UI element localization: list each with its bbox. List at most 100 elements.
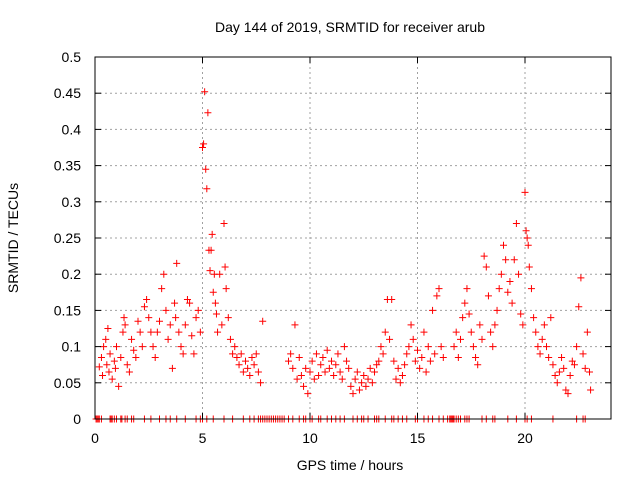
y-tick-label: 0.05	[54, 375, 81, 391]
data-point	[181, 321, 189, 329]
data-point	[188, 332, 196, 340]
data-point	[297, 372, 305, 380]
y-tick-label: 0.2	[62, 266, 82, 282]
data-point	[575, 303, 583, 311]
data-point	[543, 343, 550, 351]
data-point	[515, 270, 523, 278]
data-point	[192, 314, 200, 322]
data-point	[407, 321, 415, 329]
data-point	[379, 350, 387, 358]
data-point	[259, 317, 267, 325]
data-point	[323, 346, 331, 354]
data-point	[487, 328, 495, 336]
data-point	[138, 343, 146, 351]
data-point	[581, 364, 589, 372]
data-point	[175, 328, 183, 336]
data-point	[221, 263, 229, 271]
x-tick-label: 20	[517, 430, 533, 446]
data-point	[295, 353, 303, 361]
data-point	[302, 364, 310, 372]
data-point	[474, 361, 482, 369]
data-point	[431, 350, 439, 358]
x-tick-label: 5	[199, 430, 207, 446]
data-point	[390, 357, 398, 365]
data-point	[491, 321, 499, 329]
data-point	[386, 335, 394, 343]
data-point	[512, 220, 520, 228]
data-point	[257, 379, 265, 387]
data-point	[368, 379, 376, 387]
data-point	[416, 364, 424, 372]
y-axis-label: SRMTID / TECUs	[5, 183, 21, 293]
data-point	[398, 372, 406, 380]
data-point	[343, 357, 351, 365]
data-point	[226, 335, 234, 343]
data-point	[457, 335, 464, 343]
data-point	[478, 335, 486, 343]
data-point	[568, 357, 576, 365]
data-point	[325, 364, 333, 372]
data-point	[306, 368, 314, 376]
data-point	[472, 353, 480, 361]
data-point	[125, 368, 133, 376]
data-point	[194, 306, 202, 314]
data-point	[201, 88, 209, 96]
data-point	[497, 270, 505, 278]
data-point	[519, 321, 527, 329]
data-point	[233, 353, 241, 361]
data-point	[540, 321, 548, 329]
data-point	[340, 343, 348, 351]
x-tick-label: 10	[302, 430, 318, 446]
data-point	[321, 368, 329, 376]
data-point	[353, 368, 361, 376]
data-point	[579, 350, 587, 358]
data-point	[502, 256, 510, 264]
data-point	[461, 299, 469, 307]
data-point	[130, 346, 138, 354]
data-point	[179, 350, 187, 358]
data-point	[375, 357, 383, 365]
data-point	[246, 372, 254, 380]
data-point	[203, 185, 211, 193]
data-point	[289, 364, 297, 372]
data-point	[452, 328, 460, 336]
data-point	[411, 357, 419, 365]
data-point	[547, 314, 555, 322]
data-point	[377, 343, 385, 351]
data-point	[332, 361, 340, 369]
data-point	[347, 382, 355, 390]
data-point	[484, 292, 492, 300]
data-point	[414, 346, 421, 354]
data-point	[113, 343, 120, 351]
data-point	[220, 220, 228, 228]
data-point	[105, 368, 113, 376]
y-tick-label: 0.25	[54, 230, 81, 246]
data-point	[328, 357, 335, 365]
data-point	[506, 277, 514, 285]
data-point	[102, 335, 110, 343]
data-point	[536, 350, 544, 358]
data-point	[570, 361, 578, 369]
data-point	[564, 390, 572, 398]
data-point	[319, 353, 327, 361]
data-point	[426, 357, 434, 365]
data-point	[349, 390, 357, 398]
data-point	[177, 343, 185, 351]
x-tick-label: 0	[91, 430, 99, 446]
data-point	[250, 361, 258, 369]
data-point	[244, 364, 252, 372]
data-point	[164, 335, 172, 343]
data-point	[202, 165, 210, 173]
x-axis-label: GPS time / hours	[297, 457, 404, 473]
data-point	[147, 328, 155, 336]
data-point	[166, 321, 174, 329]
data-point	[172, 314, 180, 322]
data-point	[222, 285, 230, 293]
data-point	[566, 372, 574, 380]
data-point	[171, 299, 179, 307]
data-point	[433, 292, 441, 300]
data-point	[117, 353, 125, 361]
data-point	[480, 252, 488, 260]
data-point	[143, 296, 151, 304]
